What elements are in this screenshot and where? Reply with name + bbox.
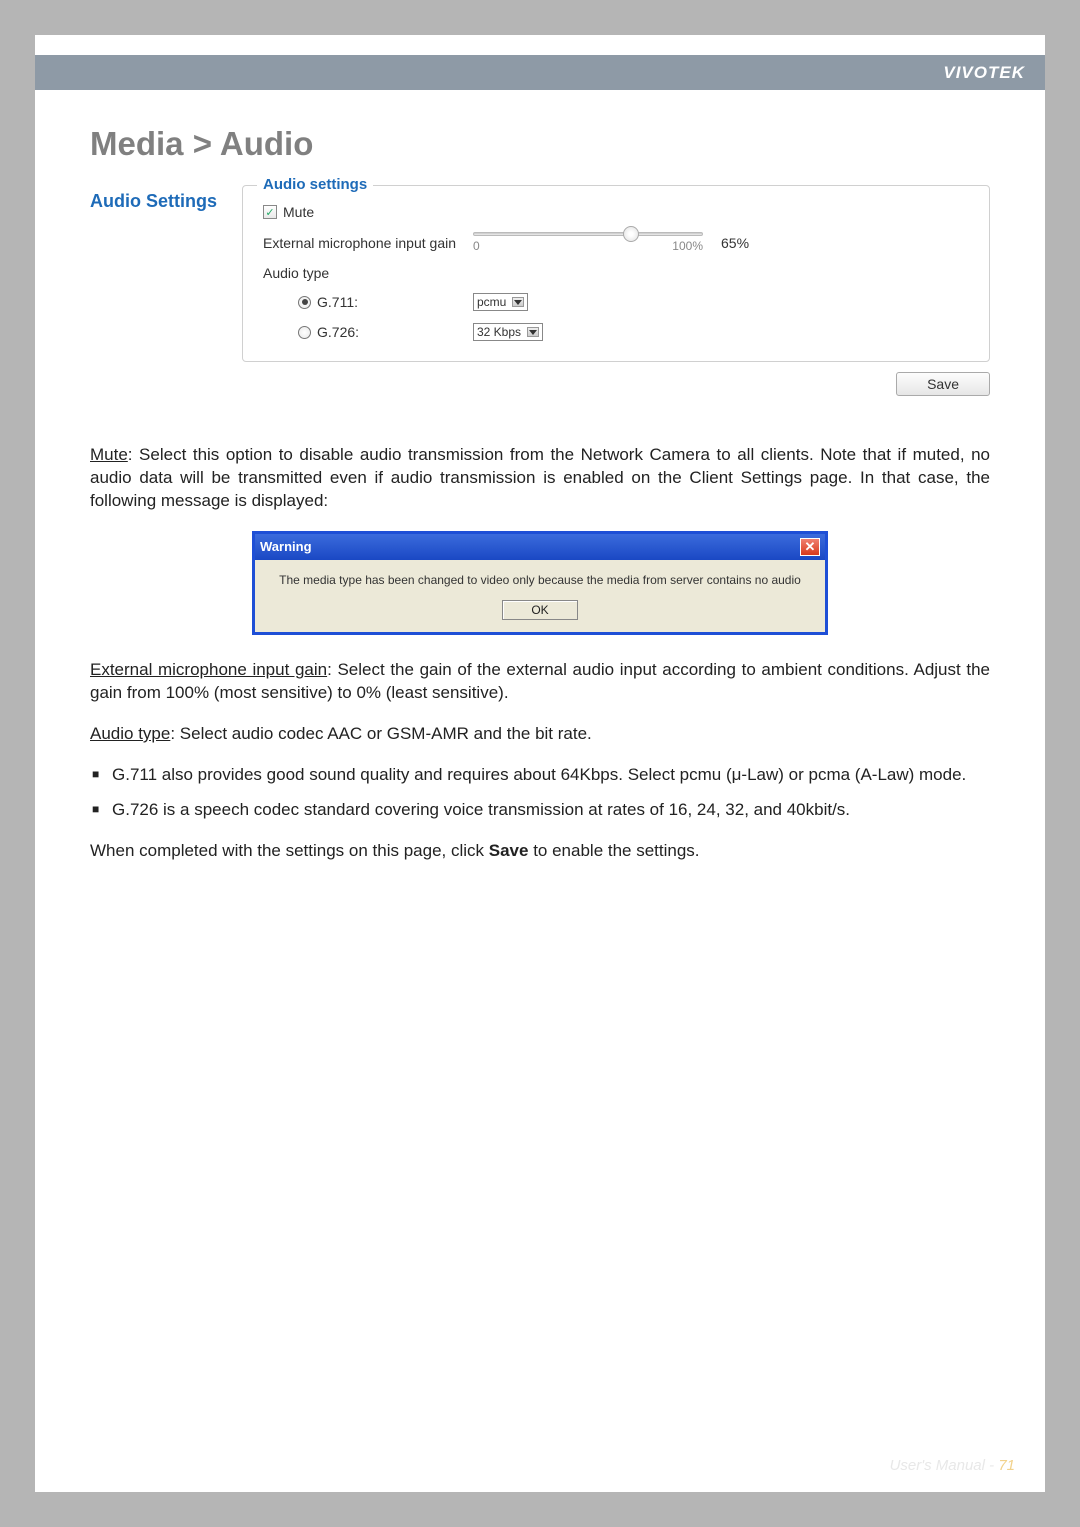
g711-label: G.711: [317,294,358,310]
g711-select-value: pcmu [477,295,506,309]
g726-select[interactable]: 32 Kbps [473,323,543,341]
final-text-b: Save [489,841,529,860]
dialog-ok-button[interactable]: OK [502,600,577,620]
brand-label: VIVOTEK [943,63,1025,83]
close-icon[interactable]: ✕ [800,538,820,556]
footer-label: User's Manual - [890,1457,999,1474]
content-area: Media > Audio Audio Settings Audio setti… [90,125,990,881]
slider-min-label: 0 [473,239,480,253]
list-item: G.726 is a speech codec standard coverin… [90,799,990,822]
save-button[interactable]: Save [896,372,990,396]
footer-page: 71 [998,1457,1015,1474]
gain-value: 65% [721,235,749,251]
slider-max-label: 100% [672,239,703,253]
g711-radio[interactable] [298,296,311,309]
g726-radio[interactable] [298,326,311,339]
chevron-down-icon [527,327,539,337]
warning-dialog: Warning ✕ The media type has been change… [252,531,828,635]
mute-paragraph: : Select this option to disable audio tr… [90,445,990,510]
gain-label: External microphone input gain [263,235,473,251]
body-text: Mute: Select this option to disable audi… [90,444,990,863]
final-text-a: When completed with the settings on this… [90,841,489,860]
audio-settings-panel: Audio settings Mute External microphone … [242,185,990,362]
list-item: G.711 also provides good sound quality a… [90,764,990,787]
gain-heading: External microphone input gain [90,660,327,679]
type-heading: Audio type [90,724,170,743]
chevron-down-icon [512,297,524,307]
gain-slider[interactable] [473,232,703,236]
type-paragraph: : Select audio codec AAC or GSM-AMR and … [170,724,591,743]
final-text-c: to enable the settings. [528,841,699,860]
header-band: VIVOTEK [35,55,1045,90]
page: VIVOTEK Media > Audio Audio Settings Aud… [35,35,1045,1492]
mute-checkbox[interactable] [263,205,277,219]
g726-select-value: 32 Kbps [477,325,521,339]
audio-type-label: Audio type [263,265,473,281]
panel-legend: Audio settings [257,176,373,193]
g726-label: G.726: [317,324,359,340]
footer: User's Manual - 71 [890,1457,1015,1474]
dialog-title: Warning [260,538,312,556]
page-title: Media > Audio [90,125,990,163]
mute-heading: Mute [90,445,128,464]
mute-label: Mute [283,204,314,220]
dialog-message: The media type has been changed to video… [255,560,825,600]
g711-select[interactable]: pcmu [473,293,528,311]
section-label: Audio Settings [90,185,217,212]
